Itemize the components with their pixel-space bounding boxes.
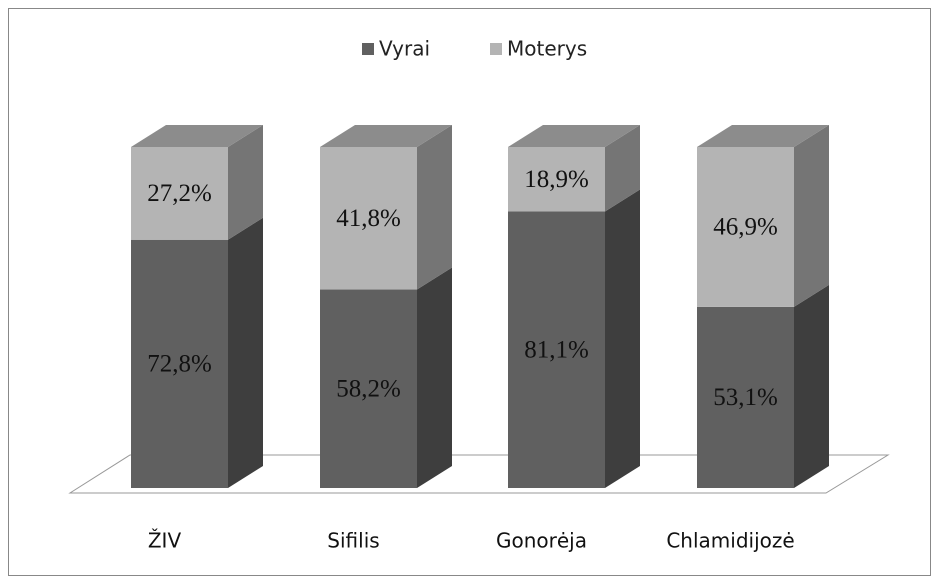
bar-segment — [697, 147, 794, 307]
bar-segment — [320, 147, 417, 290]
floor — [68, 454, 890, 494]
value-label: 46,9% — [713, 214, 778, 241]
value-label: 27,2% — [147, 180, 212, 207]
bar-side — [605, 125, 640, 212]
bar-side — [417, 125, 452, 290]
bar-side — [794, 284, 829, 488]
bar-top — [697, 125, 829, 147]
bar-side — [794, 125, 829, 307]
legend-label: Moterys — [507, 37, 587, 61]
bar-side — [417, 267, 452, 488]
x-tick-label: ŽIV — [148, 529, 182, 553]
bar-top — [508, 125, 640, 147]
x-tick-label: Chlamidijozė — [666, 529, 794, 553]
bar-segment — [508, 211, 605, 488]
bar-side — [228, 125, 263, 240]
x-tick-label: Gonorėja — [496, 529, 587, 553]
x-tick-label: Sifilis — [327, 529, 379, 553]
bar-segment — [508, 147, 605, 212]
bar-side — [228, 217, 263, 488]
legend-swatch — [490, 43, 502, 55]
bar-top — [320, 125, 452, 147]
value-label: 58,2% — [336, 376, 401, 403]
bar-side — [605, 189, 640, 488]
legend-swatch — [362, 43, 374, 55]
bar-segment — [320, 289, 417, 488]
value-label: 72,8% — [147, 351, 212, 378]
bar-top — [131, 125, 263, 147]
value-label: 41,8% — [336, 205, 401, 232]
bar-segment — [131, 239, 228, 488]
value-label: 53,1% — [713, 384, 778, 411]
bar-segment — [697, 306, 794, 488]
value-label: 81,1% — [524, 336, 589, 363]
value-label: 18,9% — [524, 166, 589, 193]
bar-segment — [131, 147, 228, 240]
legend-label: Vyrai — [379, 37, 430, 61]
